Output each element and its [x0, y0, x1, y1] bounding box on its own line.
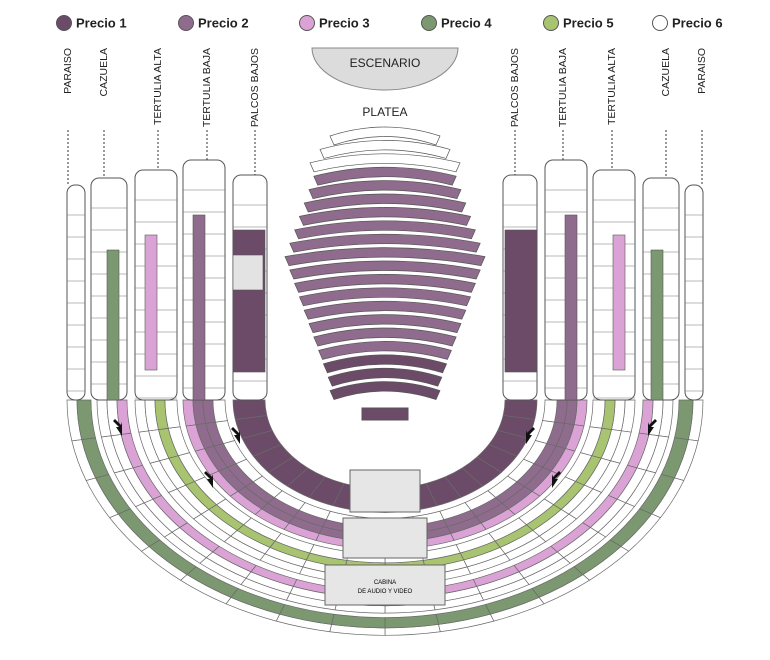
- seat-block: [589, 399, 606, 429]
- section-label: PALCOS BAJOS: [249, 48, 261, 127]
- entry-arrow: [231, 427, 240, 444]
- legend: Precio 1 Precio 2 Precio 3 Precio 4 Precio 5…: [56, 15, 723, 31]
- side-strip: [612, 234, 626, 371]
- section-label: PARAISO: [62, 48, 74, 94]
- platea-row: [289, 233, 481, 253]
- aisle: [349, 469, 421, 513]
- aisle: [342, 517, 428, 559]
- entry-arrow: [648, 419, 657, 436]
- platea-row: [294, 220, 476, 240]
- platea-row: [318, 341, 452, 360]
- entry-arrow: [526, 427, 535, 444]
- box-grey: [232, 254, 264, 291]
- side-strip: [650, 249, 664, 401]
- stage-shape: [311, 47, 459, 91]
- booth-label: CABINA: [374, 580, 396, 586]
- side-section: [66, 184, 86, 401]
- section-label: CAZUELA: [98, 48, 110, 96]
- legend-swatch: [652, 15, 668, 31]
- section-label: PARAISO: [696, 48, 708, 94]
- platea-row: [303, 300, 467, 320]
- legend-label: Precio 5: [563, 15, 614, 30]
- section-label: PALCOS BAJOS: [509, 48, 521, 127]
- legend-label: Precio 2: [198, 15, 249, 30]
- platea-label: PLATEA: [362, 105, 407, 119]
- platea-row: [309, 153, 461, 173]
- platea-row: [284, 247, 486, 266]
- platea-row: [303, 193, 467, 213]
- platea-row: [329, 126, 441, 146]
- platea-row: [294, 274, 476, 293]
- legend-label: Precio 6: [672, 15, 723, 30]
- platea-row: [298, 207, 472, 226]
- legend-swatch: [56, 15, 72, 31]
- booth-label: DE AUDIO Y VIDEO: [358, 589, 413, 595]
- side-strip: [106, 249, 120, 401]
- section-label: CAZUELA: [660, 48, 672, 96]
- legend-label: Precio 1: [76, 15, 127, 30]
- seat-block: [76, 399, 96, 440]
- hall: CABINA DE AUDIO Y VIDEO: [66, 126, 704, 636]
- legend-label: Precio 3: [319, 15, 370, 30]
- legend-swatch: [543, 15, 559, 31]
- platea-row: [319, 140, 451, 159]
- platea-row: [313, 327, 457, 347]
- entry-arrow: [113, 419, 122, 436]
- legend-swatch: [421, 15, 437, 31]
- section-label: TERTULIA BAJA: [201, 48, 213, 127]
- stage-label: ESCENARIO: [350, 56, 421, 70]
- platea-row: [308, 180, 462, 200]
- legend-label: Precio 4: [441, 15, 492, 30]
- platea-row: [327, 367, 443, 387]
- platea-row: [308, 314, 462, 334]
- section-label: TERTULIA BAJA: [557, 48, 569, 127]
- platea-front: [361, 407, 409, 421]
- seat-block: [232, 399, 268, 420]
- side-strip: [232, 229, 266, 373]
- seat-block: [212, 399, 228, 423]
- side-strip: [504, 229, 538, 373]
- side-strip: [144, 234, 158, 371]
- section-label: TERTULIA ALTA: [152, 48, 164, 125]
- side-strip: [192, 214, 206, 401]
- booth: [324, 564, 446, 606]
- platea-row: [329, 381, 441, 401]
- platea-row: [298, 287, 472, 307]
- platea-row: [313, 166, 457, 186]
- legend-swatch: [299, 15, 315, 31]
- platea-row: [322, 354, 448, 374]
- section-label: TERTULIA ALTA: [606, 48, 618, 125]
- seat-block: [164, 399, 181, 429]
- seat-block: [542, 399, 558, 423]
- side-section: [684, 184, 704, 401]
- entry-arrow: [204, 471, 213, 488]
- entry-arrow: [552, 471, 561, 488]
- legend-swatch: [178, 15, 194, 31]
- side-strip: [564, 214, 578, 401]
- platea-row: [289, 260, 481, 280]
